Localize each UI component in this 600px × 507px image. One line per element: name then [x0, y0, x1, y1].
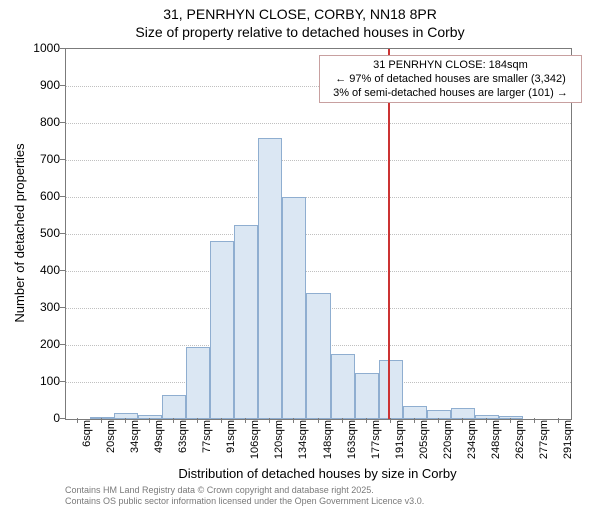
grid-line: [66, 197, 571, 198]
x-tick-mark: [486, 418, 487, 423]
histogram-bar: [379, 360, 403, 419]
histogram-bar: [138, 415, 162, 419]
x-tick-label: 34sqm: [129, 420, 141, 460]
x-tick-label: 191sqm: [394, 420, 406, 460]
x-tick-mark: [438, 418, 439, 423]
x-tick-label: 220sqm: [442, 420, 454, 460]
chart-title-main: 31, PENRHYN CLOSE, CORBY, NN18 8PR: [0, 6, 600, 22]
marker-line: [388, 49, 390, 419]
y-tick-label: 700: [20, 152, 60, 166]
x-tick-mark: [558, 418, 559, 423]
y-tick-label: 0: [20, 411, 60, 425]
x-tick-mark: [462, 418, 463, 423]
x-tick-label: 177sqm: [370, 420, 382, 460]
grid-line: [66, 123, 571, 124]
y-tick-label: 600: [20, 189, 60, 203]
x-tick-label: 262sqm: [514, 420, 526, 460]
grid-line: [66, 234, 571, 235]
x-tick-mark: [414, 418, 415, 423]
y-tick-label: 300: [20, 300, 60, 314]
x-axis-label: Distribution of detached houses by size …: [65, 466, 570, 481]
y-tick-label: 400: [20, 263, 60, 277]
x-tick-label: 91sqm: [225, 420, 237, 460]
x-tick-mark: [366, 418, 367, 423]
x-tick-mark: [197, 418, 198, 423]
footer-attribution: Contains HM Land Registry data © Crown c…: [65, 485, 424, 507]
histogram-bar: [331, 354, 355, 419]
x-tick-label: 120sqm: [273, 420, 285, 460]
y-tick-label: 1000: [20, 41, 60, 55]
x-tick-label: 49sqm: [153, 420, 165, 460]
chart-title-sub: Size of property relative to detached ho…: [0, 24, 600, 40]
x-tick-mark: [221, 418, 222, 423]
x-tick-mark: [173, 418, 174, 423]
y-tick-label: 500: [20, 226, 60, 240]
x-tick-label: 63sqm: [177, 420, 189, 460]
x-tick-mark: [101, 418, 102, 423]
x-tick-label: 234sqm: [466, 420, 478, 460]
grid-line: [66, 271, 571, 272]
grid-line: [66, 160, 571, 161]
x-tick-mark: [293, 418, 294, 423]
histogram-bar: [162, 395, 186, 419]
x-tick-label: 163sqm: [346, 420, 358, 460]
histogram-bar: [90, 417, 114, 419]
x-tick-mark: [510, 418, 511, 423]
histogram-bar: [210, 241, 234, 419]
x-tick-mark: [318, 418, 319, 423]
x-tick-label: 205sqm: [418, 420, 430, 460]
x-tick-mark: [245, 418, 246, 423]
x-tick-label: 134sqm: [297, 420, 309, 460]
x-tick-label: 6sqm: [81, 420, 93, 460]
annotation-line: 3% of semi-detached houses are larger (1…: [326, 86, 576, 100]
y-tick-label: 900: [20, 78, 60, 92]
x-tick-label: 20sqm: [105, 420, 117, 460]
x-tick-mark: [342, 418, 343, 423]
footer-line2: Contains OS public sector information li…: [65, 496, 424, 507]
x-tick-mark: [77, 418, 78, 423]
histogram-bar: [258, 138, 282, 419]
annotation-line: 31 PENRHYN CLOSE: 184sqm: [326, 58, 576, 72]
histogram-bar: [306, 293, 330, 419]
annotation-line: ← 97% of detached houses are smaller (3,…: [326, 72, 576, 86]
y-tick-label: 100: [20, 374, 60, 388]
x-tick-mark: [390, 418, 391, 423]
x-tick-label: 291sqm: [562, 420, 574, 460]
x-tick-mark: [149, 418, 150, 423]
plot-area: 31 PENRHYN CLOSE: 184sqm← 97% of detache…: [65, 48, 572, 420]
x-tick-label: 77sqm: [201, 420, 213, 460]
y-tick-label: 800: [20, 115, 60, 129]
y-tick-label: 200: [20, 337, 60, 351]
footer-line1: Contains HM Land Registry data © Crown c…: [65, 485, 424, 496]
x-tick-label: 248sqm: [490, 420, 502, 460]
x-tick-label: 148sqm: [322, 420, 334, 460]
x-tick-mark: [534, 418, 535, 423]
chart-container: 31, PENRHYN CLOSE, CORBY, NN18 8PR Size …: [0, 0, 600, 500]
histogram-bar: [355, 373, 379, 419]
histogram-bar: [186, 347, 210, 419]
histogram-bar: [114, 413, 138, 419]
histogram-bar: [234, 225, 258, 419]
x-tick-label: 277sqm: [538, 420, 550, 460]
x-tick-mark: [269, 418, 270, 423]
x-tick-label: 106sqm: [249, 420, 261, 460]
histogram-bar: [282, 197, 306, 419]
annotation-box: 31 PENRHYN CLOSE: 184sqm← 97% of detache…: [319, 55, 583, 104]
x-tick-mark: [125, 418, 126, 423]
